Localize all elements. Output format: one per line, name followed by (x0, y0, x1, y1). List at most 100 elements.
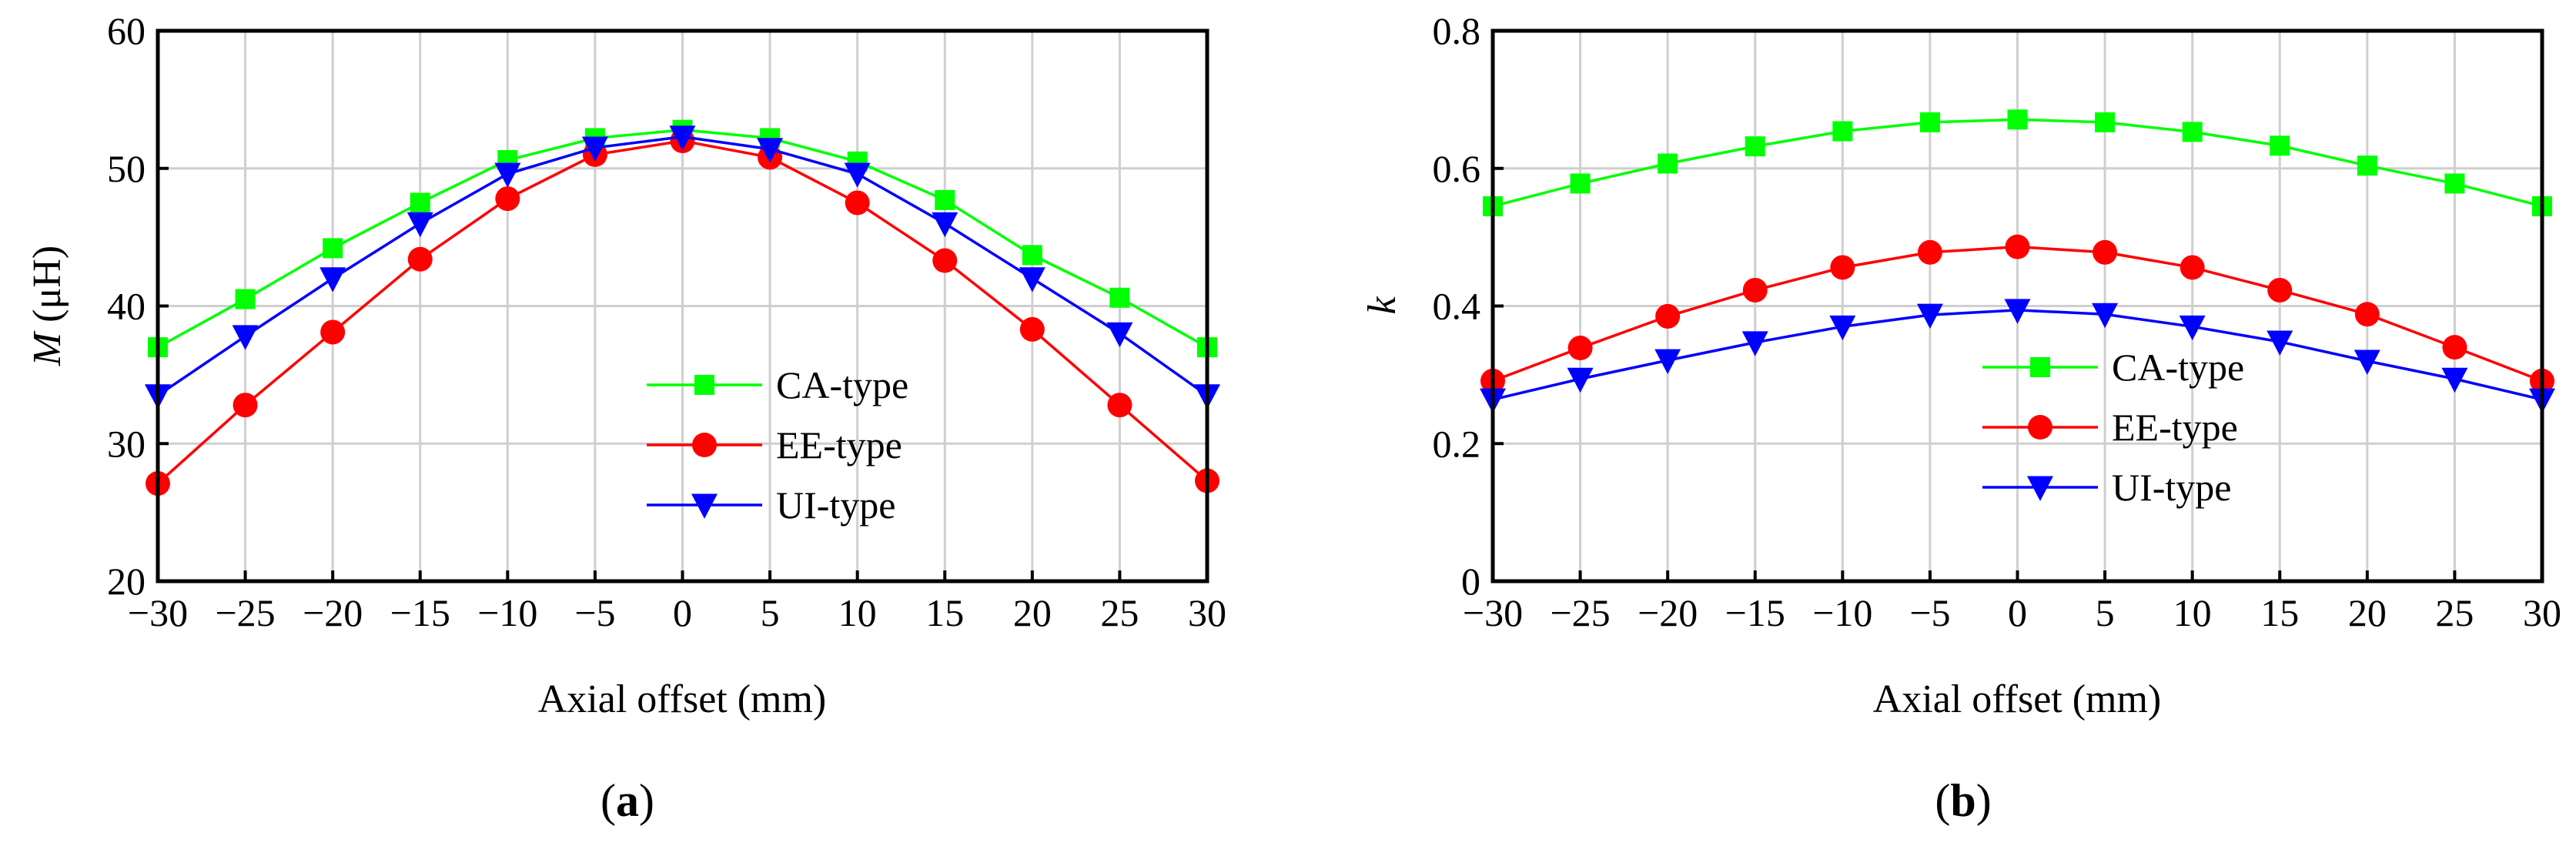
y-axis-symbol-b: k (1360, 296, 1404, 315)
data-point (935, 189, 955, 210)
data-point (407, 246, 433, 272)
legend-label: EE-type (2112, 406, 2238, 449)
grid-a (156, 29, 1209, 583)
data-point (932, 248, 958, 273)
ticks-a (156, 29, 1209, 583)
data-point (1654, 349, 1681, 374)
data-point (2267, 330, 2293, 356)
y-tick-label: 0.2 (1433, 422, 1481, 465)
data-point (1019, 316, 1045, 342)
legend-label: UI-type (2112, 466, 2232, 509)
data-point (1022, 245, 1042, 266)
x-tick-label: 5 (761, 591, 780, 634)
ticks-b (1491, 29, 2544, 583)
x-tick-label: −5 (1909, 591, 1950, 634)
x-tick-label: 25 (2435, 591, 2474, 634)
data-point (2092, 303, 2119, 329)
x-tick-label: 15 (2260, 591, 2299, 634)
data-point (1741, 331, 1768, 356)
data-point (1019, 267, 1045, 293)
data-point (2442, 335, 2467, 360)
y-tick-label: 0 (1461, 560, 1480, 603)
legend-marker (694, 375, 714, 395)
data-point (1919, 112, 1940, 132)
legend-b: CA-type EE-type UI-type (1982, 346, 2244, 509)
legend-entry-ee-type: EE-type (1982, 406, 2238, 449)
y-tick-label: 0.6 (1433, 147, 1481, 190)
data-point (1830, 255, 1855, 280)
y-axis-unit-a: (μH) (25, 246, 69, 333)
data-point (1917, 239, 1942, 265)
legend-label: CA-type (776, 363, 908, 406)
panel-label-a: (a) (601, 775, 654, 826)
x-tick-label: −25 (1550, 591, 1610, 634)
legend-marker (691, 493, 718, 519)
panel-label-open-b: ( (1935, 775, 1950, 826)
x-tick-label: −10 (477, 591, 537, 634)
x-tick-label: −15 (390, 591, 450, 634)
legend-label: EE-type (776, 423, 902, 466)
legend-label: CA-type (2112, 346, 2244, 389)
data-point (757, 138, 784, 163)
data-point (2093, 239, 2118, 265)
x-tick-label: 5 (2096, 591, 2115, 634)
data-point (1832, 121, 1853, 142)
legend-marker (692, 433, 717, 457)
data-point (845, 190, 870, 216)
data-point (2441, 367, 2468, 393)
chart-panel-b: −30 −25 −20 −15 −10 −5 0 5 10 15 20 25 30 0 0.2 0.4 0.6… (1360, 9, 2561, 826)
data-point (2005, 234, 2030, 259)
data-point (581, 136, 608, 162)
y-tick-label: 30 (107, 422, 146, 465)
data-point (2354, 302, 2380, 327)
data-point (1916, 303, 1943, 329)
y-axis-title-b: k (1360, 296, 1404, 315)
data-point (2095, 112, 2116, 132)
y-tick-labels-a: 20 30 40 50 60 (107, 9, 146, 603)
y-tick-label: 60 (107, 9, 146, 52)
y-axis-title-a: M (μH) (25, 246, 69, 366)
x-tick-label: 0 (2008, 591, 2027, 634)
data-point (2267, 277, 2293, 303)
data-point (1745, 136, 1765, 157)
data-point (2004, 299, 2031, 324)
data-point (406, 212, 433, 238)
data-point (2180, 255, 2205, 280)
legend-entry-ui-type: UI-type (1982, 466, 2232, 509)
legend-entry-ca-type: CA-type (647, 363, 908, 406)
series-ee-type-b (1480, 234, 2554, 393)
y-tick-label: 0.8 (1433, 9, 1481, 52)
legend-label: UI-type (776, 483, 896, 527)
data-point (1107, 393, 1132, 418)
data-point (320, 319, 346, 345)
data-point (494, 162, 521, 188)
x-tick-label: 20 (1013, 591, 1052, 634)
x-tick-labels-b: −30 −25 −20 −15 −10 −5 0 5 10 15 20 25 30 (1463, 591, 2561, 634)
data-point (2357, 155, 2377, 176)
data-point (235, 289, 256, 309)
series-ui-type-a (145, 125, 1220, 410)
data-point (232, 325, 259, 350)
data-point (1829, 315, 1856, 341)
data-point (495, 186, 520, 212)
legend-marker (2028, 415, 2052, 440)
x-tick-label: 15 (925, 591, 964, 634)
data-point (1742, 277, 1768, 303)
data-point (669, 125, 696, 151)
x-tick-label: 30 (1188, 591, 1226, 634)
series-layer-a (145, 119, 1220, 497)
y-tick-label: 0.4 (1433, 285, 1481, 328)
x-axis-title-a: Axial offset (mm) (538, 677, 827, 721)
legend-marker (2030, 357, 2050, 377)
chart-panel-a: −30 −25 −20 −15 −10 −5 0 5 10 15 20 25 30 20 30 40 50 60… (25, 9, 1226, 826)
x-tick-label: −10 (1812, 591, 1872, 634)
x-tick-label: −30 (1463, 591, 1523, 634)
data-point (1567, 336, 1593, 361)
data-point (1106, 322, 1133, 348)
data-point (319, 267, 346, 293)
data-point (1109, 287, 1130, 308)
y-tick-label: 50 (107, 147, 146, 190)
legend-entry-ui-type: UI-type (647, 483, 896, 527)
data-point (233, 393, 258, 418)
